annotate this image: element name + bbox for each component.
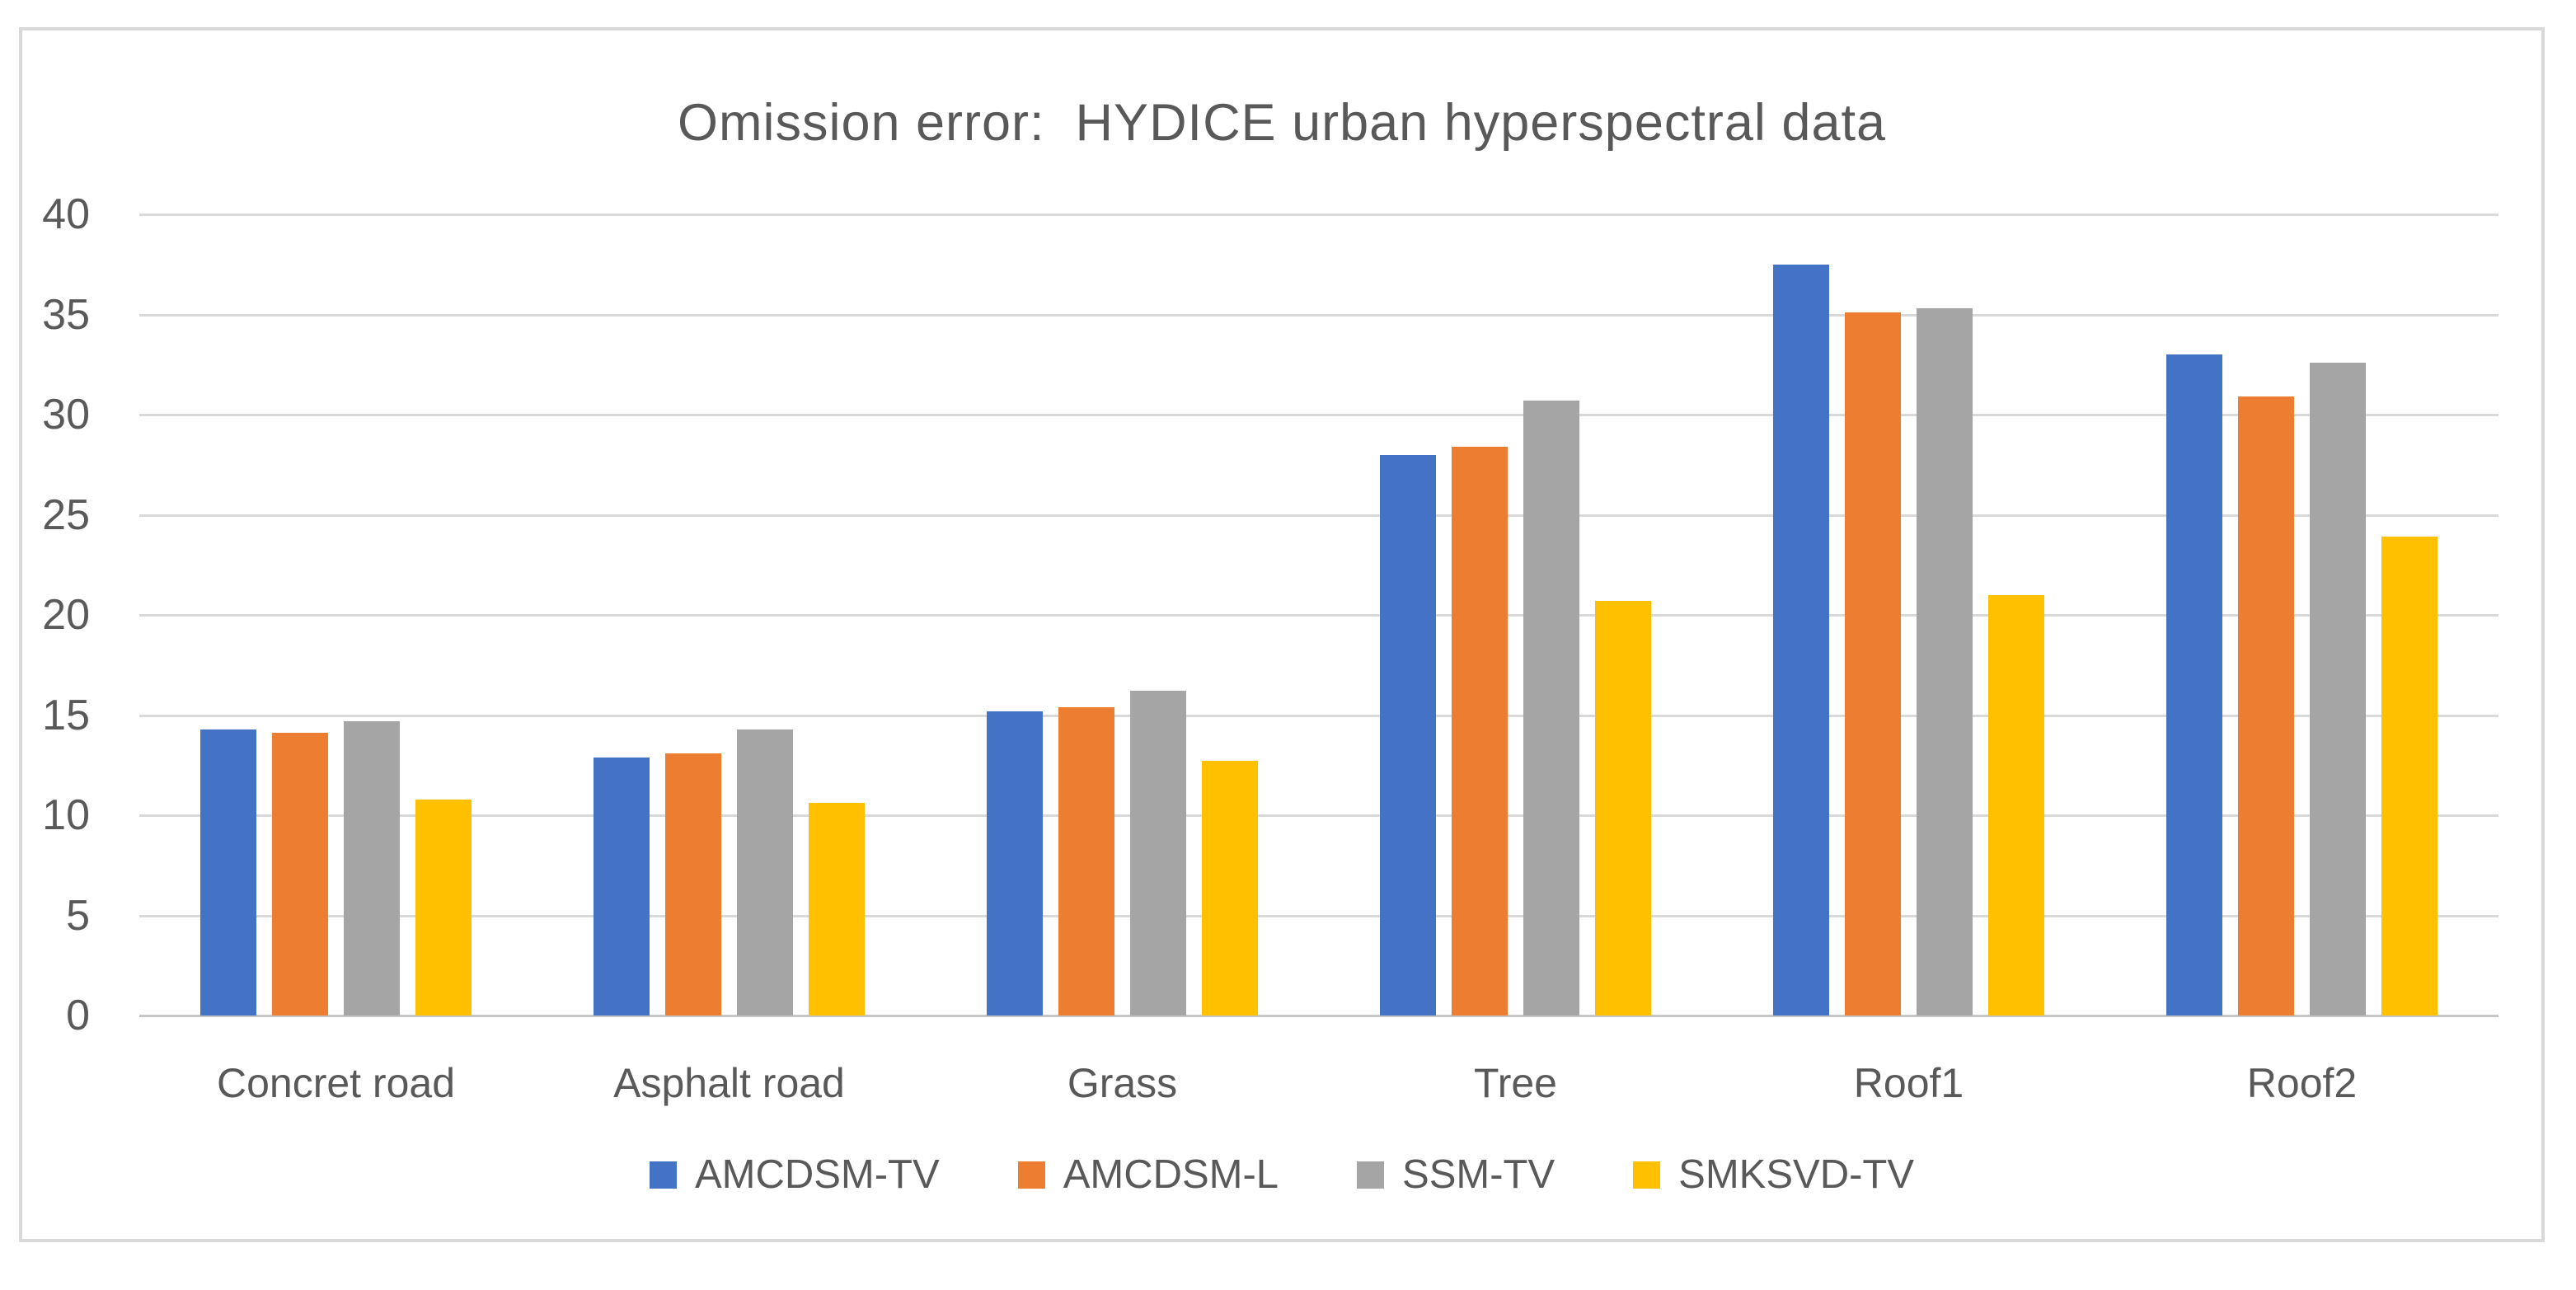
x-axis-label-roof1: Roof1	[1853, 1060, 1964, 1106]
legend-label-amcdsm-l: AMCDSM-L	[1063, 1152, 1279, 1197]
y-tick-label-30: 30	[42, 391, 90, 439]
bar-smksvd-tv-grass	[1202, 761, 1258, 1016]
bar-amcdsm-tv-roof2	[2166, 354, 2222, 1016]
y-tick-label-5: 5	[66, 891, 90, 940]
bar-group-concret-road	[139, 214, 533, 1016]
bar-amcdsm-l-roof2	[2238, 396, 2294, 1016]
bar-amcdsm-tv-grass	[987, 711, 1043, 1016]
legend-item-amcdsm-tv: AMCDSM-TV	[649, 1152, 940, 1198]
chart-title: Omission error: HYDICE urban hyperspectr…	[677, 94, 1887, 152]
bar-amcdsm-tv-concret-road	[200, 729, 256, 1016]
bar-group-tree	[1319, 214, 1712, 1016]
y-tick-label-0: 0	[66, 992, 90, 1039]
gridline-y-20	[139, 614, 2499, 617]
y-tick-label-35: 35	[42, 290, 90, 339]
gridline-y-0	[139, 1015, 2499, 1017]
legend-label-smksvd-tv: SMKSVD-TV	[1678, 1152, 1915, 1197]
legend-swatch-icon	[1357, 1161, 1385, 1189]
legend-label-amcdsm-tv: AMCDSM-TV	[694, 1152, 940, 1197]
plot-area: 0 5 10 15 20 25 30 35 40	[42, 193, 2499, 1037]
bars-layer	[139, 214, 2499, 1016]
bar-group-roof2	[2105, 214, 2499, 1016]
bar-smksvd-tv-concret-road	[415, 799, 472, 1016]
legend-swatch-icon	[1017, 1161, 1045, 1189]
gridline-y-30	[139, 414, 2499, 416]
x-axis-labels: Concret road Asphalt road Grass Tree Roof1 Ro…	[139, 1059, 2499, 1107]
gridline-y-40	[139, 213, 2499, 216]
legend-swatch-icon	[649, 1161, 677, 1189]
gridline-y-10	[139, 814, 2499, 817]
bar-amcdsm-l-concret-road	[272, 733, 328, 1016]
bar-amcdsm-tv-roof1	[1773, 264, 1829, 1016]
bar-smksvd-tv-roof2	[2381, 537, 2438, 1016]
bar-group-grass	[926, 214, 1319, 1016]
chart-frame: Omission error: HYDICE urban hyperspectr…	[19, 27, 2545, 1242]
bar-group-asphalt-road	[533, 214, 926, 1016]
legend: AMCDSM-TV AMCDSM-L SSM-TV SMKSVD-TV	[22, 1152, 2541, 1198]
bar-ssm-tv-concret-road	[344, 720, 400, 1016]
bar-ssm-tv-asphalt-road	[737, 729, 793, 1016]
x-axis-label-roof2: Roof2	[2246, 1060, 2358, 1106]
legend-item-amcdsm-l: AMCDSM-L	[1017, 1152, 1279, 1198]
gridline-y-35	[139, 313, 2499, 317]
bar-amcdsm-l-roof1	[1845, 312, 1901, 1016]
y-tick-label-40: 40	[42, 190, 90, 238]
y-tick-label-15: 15	[42, 691, 90, 739]
x-axis-label-grass: Grass	[1067, 1060, 1178, 1106]
x-axis-label-tree: Tree	[1474, 1060, 1557, 1106]
bar-ssm-tv-tree	[1523, 401, 1579, 1016]
bar-ssm-tv-roof2	[2310, 362, 2366, 1016]
gridline-y-25	[139, 514, 2499, 517]
bar-smksvd-tv-tree	[1595, 601, 1651, 1016]
gridline-y-15	[139, 714, 2499, 717]
bar-amcdsm-l-asphalt-road	[665, 753, 721, 1016]
legend-item-smksvd-tv: SMKSVD-TV	[1633, 1152, 1914, 1198]
bar-smksvd-tv-asphalt-road	[809, 803, 865, 1016]
bar-amcdsm-l-grass	[1058, 706, 1114, 1016]
y-tick-label-10: 10	[42, 791, 90, 839]
y-tick-label-25: 25	[42, 490, 90, 539]
x-axis-label-asphalt-road: Asphalt road	[613, 1060, 845, 1106]
gridline-y-5	[139, 914, 2499, 917]
bar-ssm-tv-grass	[1130, 691, 1186, 1016]
bar-group-roof1	[1712, 214, 2105, 1016]
bar-amcdsm-tv-tree	[1380, 454, 1436, 1016]
legend-label-ssm-tv: SSM-TV	[1402, 1152, 1555, 1197]
legend-item-ssm-tv: SSM-TV	[1357, 1152, 1555, 1198]
x-axis-label-concret-road: Concret road	[216, 1060, 456, 1106]
legend-swatch-icon	[1633, 1161, 1661, 1189]
bar-ssm-tv-roof1	[1917, 308, 1973, 1016]
bar-amcdsm-l-tree	[1452, 446, 1508, 1016]
y-tick-label-20: 20	[42, 591, 90, 639]
bar-smksvd-tv-roof1	[1988, 594, 2044, 1016]
bar-amcdsm-tv-asphalt-road	[594, 757, 650, 1016]
